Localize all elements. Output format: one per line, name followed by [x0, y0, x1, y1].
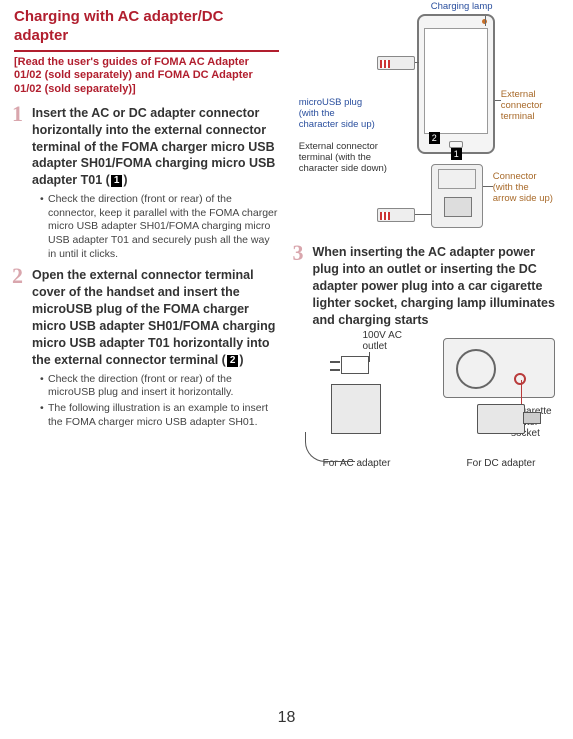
leader-line	[495, 100, 501, 101]
label-charging-lamp: Charging lamp	[431, 2, 493, 13]
ac-plug	[341, 356, 369, 374]
step-head-post: )	[123, 173, 127, 187]
dc-adapter-panel: Cigarette lighter socket For DC adapter	[439, 334, 563, 469]
step-2: 2 Open the external connector terminal c…	[14, 267, 279, 429]
leader-line	[415, 214, 431, 215]
label-for-ac: For AC adapter	[295, 458, 419, 469]
step-number: 3	[293, 242, 304, 264]
label-ac-outlet: 100V AC outlet	[363, 330, 413, 352]
section-title: Charging with AC adapter/DC adapter	[14, 8, 279, 52]
adapter-illustrations: 100V AC outlet For AC adapter	[295, 334, 564, 469]
step-head-pre: Insert the AC or DC adapter connector ho…	[32, 106, 275, 188]
leader-line	[415, 62, 419, 63]
ac-cord	[305, 432, 355, 462]
step-3: 3 When inserting the AC adapter power pl…	[295, 244, 564, 328]
step-bullet: Check the direction (front or rear) of t…	[40, 373, 279, 400]
step-number: 1	[12, 103, 23, 125]
phone-screen	[424, 28, 488, 134]
step-heading: Open the external connector terminal cov…	[32, 267, 279, 368]
cigarette-socket-icon	[514, 373, 526, 385]
dc-tip	[523, 412, 541, 424]
dc-plug	[477, 404, 525, 434]
read-note: [Read the user's guides of FOMA AC Adapt…	[14, 56, 279, 97]
external-connector-block	[431, 164, 483, 228]
ac-adapter-panel: 100V AC outlet For AC adapter	[295, 334, 419, 469]
step-heading: When inserting the AC adapter power plug…	[313, 244, 564, 328]
leader-line	[369, 352, 370, 362]
step-head-post: )	[239, 353, 243, 367]
ac-brick	[331, 384, 381, 434]
car-dashboard	[443, 338, 555, 398]
diagram-marker-2: 2	[429, 132, 440, 144]
page-number: 18	[0, 709, 573, 727]
leader-line	[485, 16, 486, 26]
dc-adapter-drawing: Cigarette lighter socket	[439, 334, 563, 454]
label-for-dc: For DC adapter	[439, 458, 563, 469]
diagram-marker-1: 1	[451, 148, 462, 160]
box-marker-2: 2	[227, 355, 239, 367]
step-heading: Insert the AC or DC adapter connector ho…	[32, 105, 279, 189]
step-1: 1 Insert the AC or DC adapter connector …	[14, 105, 279, 262]
step-bullet: The following illustration is an example…	[40, 402, 279, 429]
leader-line	[521, 380, 522, 406]
leader-line	[483, 186, 493, 187]
box-marker-1: 1	[111, 175, 123, 187]
phone-diagram: Charging lamp External connector termina…	[299, 8, 559, 238]
label-connector-arrow: Connector (with the arrow side up)	[493, 172, 555, 205]
label-ext-term-down: External connector terminal (with the ch…	[299, 142, 399, 175]
label-microusb-up: microUSB plug (with the character side u…	[299, 98, 377, 131]
steering-wheel-icon	[456, 349, 496, 389]
step-head-pre: When inserting the AC adapter power plug…	[313, 245, 555, 327]
step-number: 2	[12, 265, 23, 287]
phone-home-button	[449, 141, 463, 148]
label-ext-connector-terminal: External connector terminal	[501, 90, 559, 123]
step-bullet: Check the direction (front or rear) of t…	[40, 193, 279, 261]
usb-tip-diagram	[377, 56, 415, 70]
ac-adapter-drawing: 100V AC outlet	[295, 334, 419, 454]
usb-tip-diagram	[377, 208, 415, 222]
